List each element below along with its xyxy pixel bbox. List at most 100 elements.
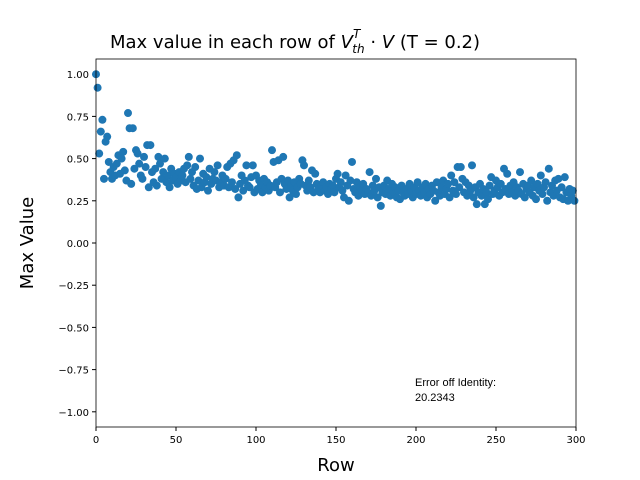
- point: [95, 149, 104, 158]
- x-tick-label: 300: [566, 435, 585, 446]
- point: [560, 173, 569, 182]
- point: [234, 193, 243, 202]
- point: [183, 161, 192, 170]
- point: [164, 171, 172, 180]
- point: [160, 154, 169, 163]
- point: [328, 181, 337, 190]
- point: [431, 196, 440, 205]
- y-tick-label: −1.00: [58, 408, 89, 419]
- point: [472, 200, 481, 209]
- title-part: (T = 0.2): [394, 32, 480, 53]
- point: [128, 124, 137, 133]
- point: [452, 190, 460, 199]
- point: [496, 179, 505, 188]
- point: [516, 168, 524, 177]
- point: [344, 196, 353, 205]
- point: [232, 151, 241, 160]
- point: [285, 193, 294, 202]
- point: [432, 178, 441, 187]
- point: [455, 183, 464, 192]
- point: [527, 176, 536, 185]
- point: [146, 141, 155, 150]
- point: [304, 176, 313, 185]
- point: [484, 195, 492, 204]
- point: [536, 171, 545, 180]
- point: [469, 193, 478, 202]
- point: [532, 195, 540, 204]
- point: [112, 159, 121, 168]
- point: [570, 196, 579, 205]
- point: [482, 188, 491, 197]
- y-axis-label: Max Value: [17, 197, 38, 289]
- point: [186, 174, 195, 183]
- y-tick-label: 0.50: [67, 155, 89, 166]
- x-tick-label: 100: [246, 435, 265, 446]
- point: [276, 188, 284, 197]
- x-axis-label: Row: [317, 455, 354, 476]
- point: [239, 186, 248, 195]
- y-tick-label: −0.75: [58, 366, 89, 377]
- point: [228, 178, 236, 187]
- title-part: V: [382, 32, 396, 53]
- point: [538, 190, 547, 199]
- point: [120, 166, 129, 175]
- point: [338, 186, 347, 195]
- point: [96, 127, 105, 136]
- point: [372, 174, 380, 183]
- point: [447, 171, 456, 180]
- point: [333, 169, 342, 178]
- point: [104, 157, 113, 166]
- point: [202, 173, 211, 182]
- x-tick-label: 250: [486, 435, 505, 446]
- point: [231, 184, 240, 193]
- point: [194, 176, 203, 185]
- annotation: Error off Identity:: [415, 377, 496, 389]
- point: [191, 163, 200, 172]
- point: [268, 146, 276, 155]
- title-part: T: [353, 27, 362, 41]
- point: [130, 164, 139, 173]
- point: [544, 164, 553, 173]
- point: [341, 171, 350, 180]
- point: [543, 196, 552, 205]
- point: [445, 193, 454, 202]
- y-tick-label: −0.25: [58, 281, 89, 292]
- point: [503, 169, 512, 178]
- point: [196, 154, 204, 163]
- title-part: V: [341, 32, 355, 53]
- point: [93, 83, 102, 92]
- point: [557, 183, 566, 192]
- title-part: Max value in each row of: [110, 32, 341, 53]
- point: [520, 193, 529, 202]
- point: [450, 178, 459, 187]
- point: [127, 179, 136, 188]
- point: [311, 169, 320, 178]
- point: [100, 174, 108, 183]
- y-tick-label: 0.00: [67, 239, 89, 250]
- point: [221, 174, 230, 183]
- point: [103, 132, 112, 141]
- point: [138, 174, 147, 183]
- point: [279, 152, 288, 161]
- point: [98, 115, 107, 124]
- y-tick-label: 0.25: [67, 197, 89, 208]
- point: [248, 161, 257, 170]
- x-tick-label: 150: [326, 435, 345, 446]
- point: [119, 147, 128, 156]
- point: [133, 149, 142, 158]
- point: [184, 152, 193, 161]
- y-tick-label: 0.75: [67, 112, 89, 123]
- point: [468, 161, 476, 170]
- point: [330, 188, 339, 197]
- title-part: ·: [365, 32, 382, 53]
- point: [165, 183, 174, 192]
- point: [413, 178, 422, 187]
- point: [444, 179, 452, 188]
- x-tick-label: 50: [170, 435, 183, 446]
- point: [140, 152, 148, 161]
- point: [485, 181, 494, 190]
- point: [141, 163, 150, 172]
- point: [204, 186, 212, 195]
- point: [348, 157, 356, 166]
